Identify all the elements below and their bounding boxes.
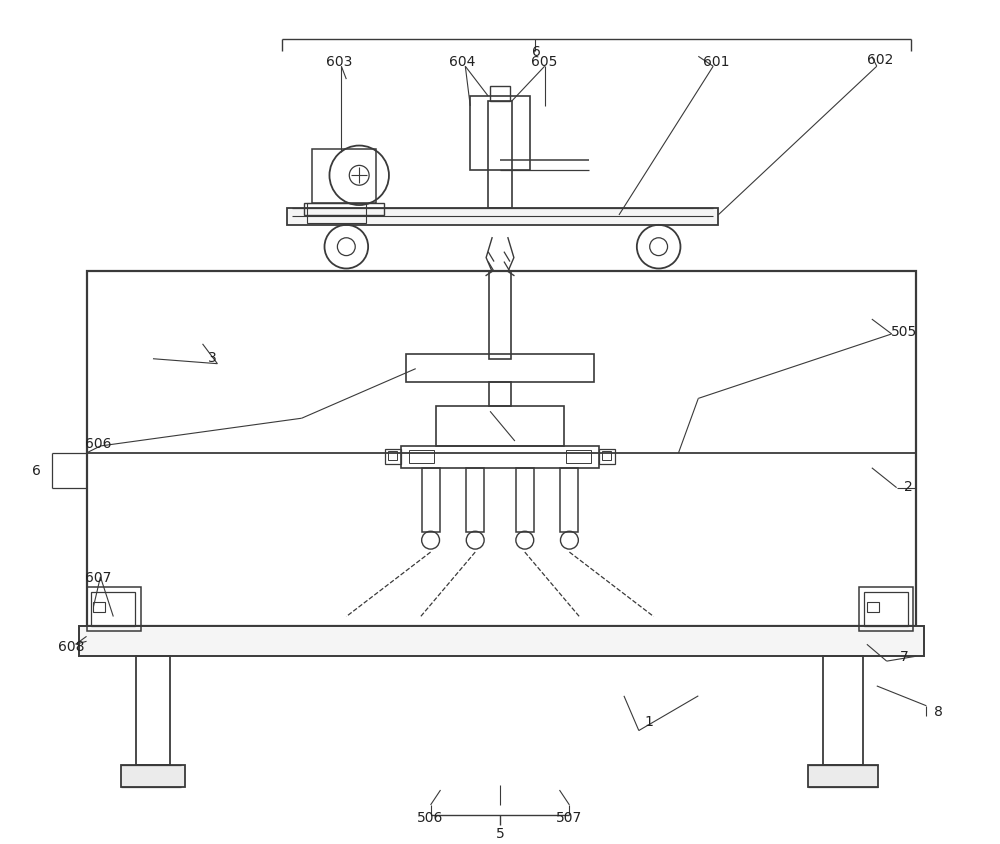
Text: 601: 601	[703, 55, 729, 69]
Text: 5: 5	[496, 825, 504, 840]
Bar	[121, 766, 185, 787]
Bar	[859, 587, 913, 631]
Bar	[79, 627, 924, 657]
Bar	[599, 449, 615, 464]
Bar	[401, 446, 599, 468]
Bar	[385, 449, 401, 464]
Text: 2: 2	[904, 479, 913, 493]
Bar	[436, 407, 564, 446]
Bar	[422, 468, 440, 533]
Text: 604: 604	[449, 55, 476, 69]
Text: 607: 607	[85, 571, 112, 584]
Bar	[566, 451, 591, 463]
Bar	[560, 468, 578, 533]
Text: 8: 8	[934, 704, 943, 718]
Bar	[91, 592, 135, 627]
Bar	[136, 657, 170, 766]
Text: 602: 602	[867, 53, 893, 68]
Bar	[388, 452, 397, 460]
Bar	[490, 87, 510, 102]
Text: 7: 7	[900, 649, 909, 663]
Text: 605: 605	[531, 55, 558, 69]
Text: 506: 506	[417, 810, 444, 824]
Bar	[823, 657, 863, 766]
Bar	[406, 354, 594, 382]
Text: 6: 6	[532, 46, 541, 59]
Bar	[864, 592, 908, 627]
Text: 505: 505	[891, 325, 918, 338]
Bar	[312, 149, 376, 203]
Bar	[307, 203, 366, 224]
Bar	[470, 97, 530, 171]
Bar	[489, 382, 511, 407]
Text: 507: 507	[556, 810, 583, 824]
Bar	[87, 587, 141, 631]
Bar	[466, 468, 484, 533]
Bar	[93, 602, 105, 612]
Bar	[516, 468, 534, 533]
Text: 608: 608	[58, 640, 85, 653]
Bar	[87, 272, 916, 627]
Bar	[867, 602, 879, 612]
Bar	[602, 452, 611, 460]
Text: 6: 6	[32, 463, 40, 477]
Bar	[488, 102, 512, 208]
Text: 603: 603	[326, 55, 353, 69]
Bar	[304, 203, 384, 216]
Text: 3: 3	[208, 350, 217, 365]
Bar	[489, 272, 511, 360]
Bar	[287, 208, 718, 225]
Text: 606: 606	[85, 436, 112, 451]
Bar	[808, 766, 878, 787]
Bar	[409, 451, 434, 463]
Text: 1: 1	[644, 714, 653, 728]
